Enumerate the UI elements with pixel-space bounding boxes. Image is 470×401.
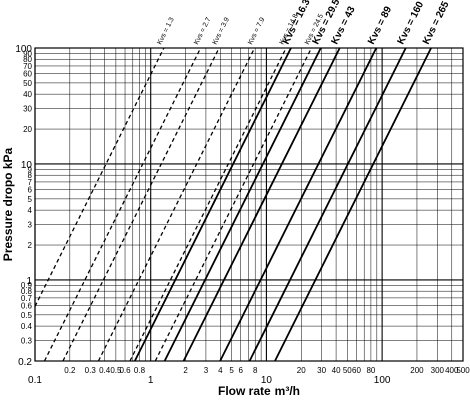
y-tick-label: 9 [28, 165, 33, 174]
y-tick-label: 0.7 [21, 294, 33, 303]
x-tick-label: 500 [456, 366, 470, 375]
x-tick-label: 6 [239, 366, 244, 375]
x-tick-label: 40 [332, 366, 341, 375]
x-tick-label: 400 [445, 366, 459, 375]
kvs-series [34, 47, 432, 362]
y-tick-label: 2 [28, 241, 33, 250]
kvs-label: Kvs = 1.3 [156, 16, 175, 46]
y-tick-label: 100 [15, 44, 32, 55]
x-tick-label: 0.3 [85, 366, 97, 375]
kvs-line [43, 47, 202, 362]
x-tick-label: 200 [410, 366, 424, 375]
x-tick-label: 50 [343, 366, 352, 375]
x-axis-title-text: Flow rate [218, 384, 271, 398]
kvs-line [274, 47, 432, 362]
y-tick-label: 10 [21, 160, 33, 171]
kvs-line [154, 47, 313, 362]
x-tick-label: 100 [374, 375, 391, 386]
kvs-line [34, 47, 165, 307]
grid [34, 47, 464, 362]
plot-frame [34, 47, 464, 362]
x-tick-label: 0.2 [64, 366, 76, 375]
kvs-line [248, 47, 407, 362]
kvs-line [163, 47, 322, 362]
kvs-line [129, 47, 287, 362]
x-tick-label: 30 [317, 366, 326, 375]
x-tick-label: 0.5 [110, 366, 122, 375]
y-axis-title: Pressure dropo kPa [1, 147, 15, 261]
kvs-line [134, 47, 292, 362]
x-axis-tick-labels: 0.1 0.2 0.3 0.4 0.50.6 0.81 2 3 4 5 6 810 20 30 40 50 60… [28, 366, 470, 386]
y-tick-label: 70 [23, 62, 32, 71]
x-tick-label: 4 [218, 366, 223, 375]
y-tick-label: 5 [28, 195, 33, 204]
y-tick-label: 1 [26, 276, 32, 287]
y-tick-label: 7 [28, 178, 33, 187]
x-tick-label: 0.8 [134, 366, 146, 375]
x-tick-label: 8 [253, 366, 258, 375]
kvs-line [219, 47, 378, 362]
y-tick-label: 20 [23, 125, 32, 134]
kvs-line [97, 47, 256, 362]
x-tick-label: 2 [183, 366, 188, 375]
x-tick-label: 80 [366, 366, 375, 375]
kvs-line [62, 47, 220, 362]
y-tick-label: 40 [23, 90, 32, 99]
kvs-label: Kvs = 265 [421, 0, 452, 46]
y-tick-label: 50 [23, 79, 32, 88]
y-tick-label: 6 [28, 186, 33, 195]
kvs-line [182, 47, 341, 362]
x-tick-label: 300 [431, 366, 445, 375]
x-axis-title-unit: m³/h [275, 384, 300, 398]
x-tick-label: 60 [352, 366, 361, 375]
x-tick-label: 3 [204, 366, 209, 375]
x-tick-label: 0.4 [99, 366, 111, 375]
y-tick-label: 0.6 [21, 302, 33, 311]
y-tick-label: 80 [23, 55, 32, 64]
x-axis-title: Flow rate m³/h [218, 384, 300, 398]
y-tick-label: 8 [28, 171, 33, 180]
x-tick-label: 0.6 [119, 366, 131, 375]
kvs-label: Kvs = 3.9 [212, 16, 231, 46]
x-tick-label: 0.1 [28, 375, 42, 386]
kvs-label: Kvs = 2.7 [193, 16, 212, 46]
y-tick-label: 30 [23, 105, 32, 114]
y-tick-label: 4 [28, 206, 33, 215]
kvs-label: Kvs = 7.9 [247, 16, 266, 46]
y-tick-label: 0.5 [21, 311, 33, 320]
y-tick-label: 90 [23, 49, 32, 58]
x-tick-label: 10 [261, 375, 273, 386]
y-tick-label: 0.8 [21, 287, 33, 296]
x-tick-label: 1 [148, 375, 154, 386]
y-tick-label: 0.3 [21, 337, 33, 346]
x-tick-label: 5 [229, 366, 234, 375]
y-tick-label: 0.9 [21, 281, 33, 290]
kvs-label: Kvs = 89 [366, 4, 394, 46]
y-tick-label: 0.2 [18, 357, 32, 368]
y-tick-label: 60 [23, 70, 32, 79]
y-tick-label: 3 [28, 221, 33, 230]
x-tick-label: 20 [297, 366, 306, 375]
y-tick-label: 0.4 [21, 322, 33, 331]
kvs-series-labels: Kvs = 1.3 Kvs = 2.7 Kvs = 3.9 Kvs = 7.9 Kvs … [156, 0, 451, 46]
